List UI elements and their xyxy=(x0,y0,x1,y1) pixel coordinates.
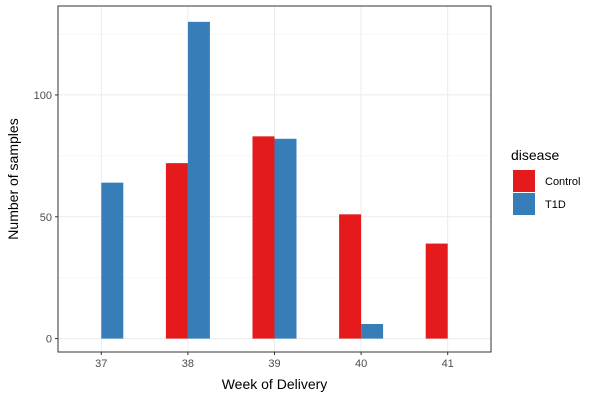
bar-t1d-39 xyxy=(274,138,297,339)
bar-control-39 xyxy=(252,136,275,339)
legend-key-t1d xyxy=(513,193,535,215)
y-axis-ticks: 0 50 100 xyxy=(34,90,58,346)
bar-control-40 xyxy=(339,214,362,339)
bar-control-38 xyxy=(165,163,188,339)
x-tick-label: 41 xyxy=(442,358,454,370)
y-tick-label: 100 xyxy=(34,90,52,102)
y-tick-label: 50 xyxy=(40,212,52,224)
y-axis-title: Number of samples xyxy=(5,118,21,239)
x-tick-label: 37 xyxy=(95,358,107,370)
legend-items: Control T1D xyxy=(513,170,580,215)
legend: disease Control T1D xyxy=(511,147,580,215)
bars xyxy=(101,21,448,339)
bar-control-41 xyxy=(425,243,448,339)
bar-t1d-37 xyxy=(101,182,124,339)
legend-key-control xyxy=(513,170,535,192)
x-axis-ticks: 37 38 39 40 41 xyxy=(95,352,454,370)
legend-title: disease xyxy=(511,147,559,163)
bar-t1d-38 xyxy=(187,21,210,339)
bar-t1d-40 xyxy=(361,323,384,339)
legend-label-control: Control xyxy=(545,176,580,188)
x-axis-title: Week of Delivery xyxy=(222,376,328,392)
legend-label-t1d: T1D xyxy=(545,199,566,211)
x-tick-label: 39 xyxy=(268,358,280,370)
x-tick-label: 40 xyxy=(355,358,367,370)
x-tick-label: 38 xyxy=(182,358,194,370)
y-tick-label: 0 xyxy=(46,334,52,346)
